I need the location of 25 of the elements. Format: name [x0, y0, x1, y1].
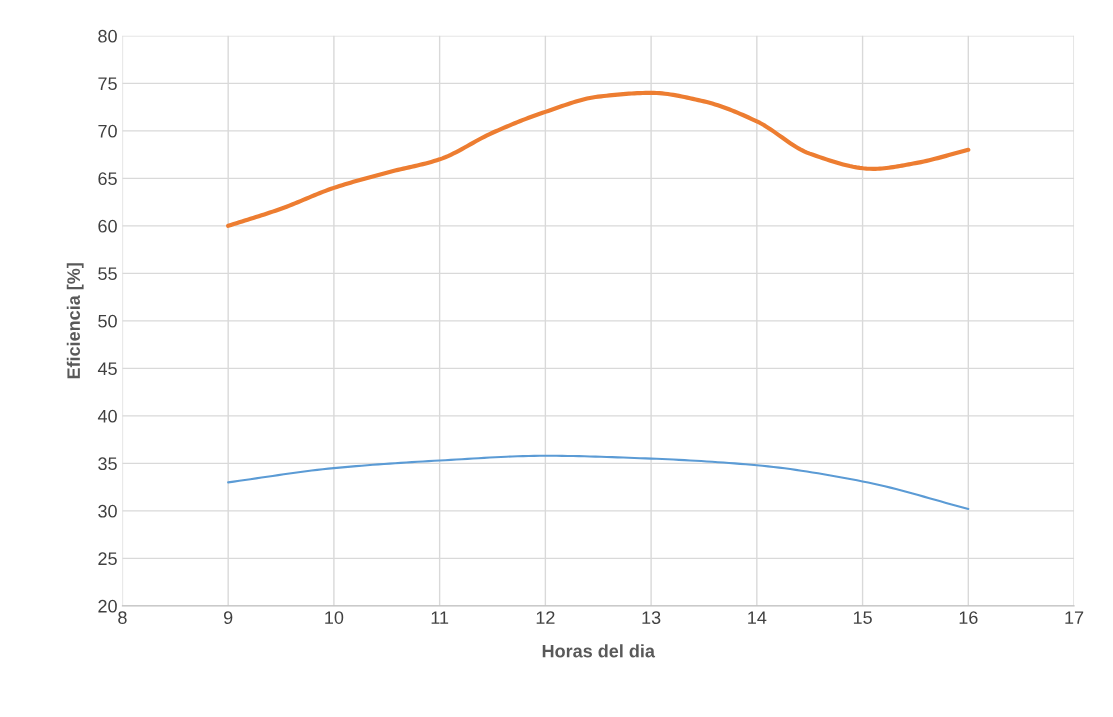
y-tick-label: 55: [98, 267, 117, 281]
y-tick-label: 25: [98, 552, 117, 566]
y-tick-label: 70: [98, 124, 117, 138]
x-tick-label: 10: [325, 611, 344, 624]
x-tick-label: 12: [536, 611, 555, 624]
y-tick-label: 30: [98, 504, 117, 518]
y-tick-label: 80: [98, 29, 117, 43]
y-tick-label: 50: [98, 314, 117, 328]
x-axis-title: Horas del dia: [542, 644, 656, 658]
x-tick-label: 8: [118, 611, 127, 624]
y-tick-label: 75: [98, 77, 117, 91]
y-tick-label: 45: [97, 362, 117, 376]
y-axis-title: Eficiencia [%]: [66, 263, 84, 379]
x-tick-label: 11: [431, 611, 449, 624]
x-tick-label: 9: [223, 611, 233, 624]
x-tick-label: 14: [748, 611, 767, 624]
x-tick-label: 17: [1065, 611, 1084, 624]
y-tick-label: 35: [98, 457, 117, 471]
x-tick-label: 15: [853, 611, 872, 624]
y-tick-label: 40: [97, 409, 117, 423]
x-tick-label: 16: [959, 611, 978, 624]
y-tick-label: 65: [98, 172, 117, 186]
y-tick-label: 60: [98, 219, 117, 233]
x-tick-label: 13: [642, 611, 661, 624]
y-tick-label: 20: [98, 599, 117, 613]
